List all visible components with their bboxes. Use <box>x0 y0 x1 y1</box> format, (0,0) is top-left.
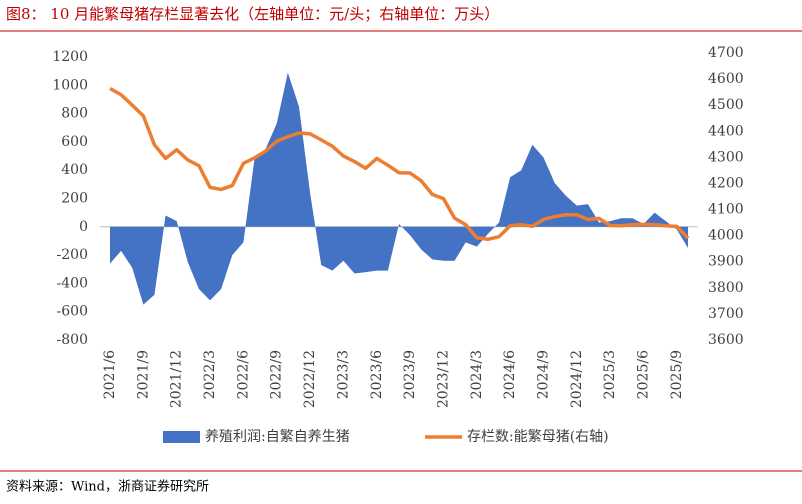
x-tick-label: 2025/9 <box>669 350 685 399</box>
x-tick-label: 2024/12 <box>569 350 585 408</box>
y2-tick-label: 3900 <box>708 254 744 270</box>
line <box>109 86 690 242</box>
x-tick-label: 2021/12 <box>169 350 185 408</box>
y2-tick-label: 4500 <box>708 97 744 113</box>
x-tick-label: 2021/9 <box>135 350 151 399</box>
source: 资料来源：Wind，浙商证券研究所 <box>6 479 209 495</box>
legend-label: 存栏数:能繁母猪(右轴) <box>467 429 609 445</box>
legend-swatch <box>163 431 200 443</box>
x-tick-label: 2023/6 <box>369 350 385 399</box>
x-tick-label: 2022/12 <box>302 350 318 408</box>
y-tick-label: 1000 <box>52 77 88 93</box>
y2-tick-label: 3800 <box>708 280 744 296</box>
y-tick-label: 1200 <box>52 49 88 65</box>
y-tick-label: 600 <box>61 134 88 150</box>
chart-title: 图8： 10 月能繁母猪存栏显著去化（左轴单位：元/头；右轴单位：万头） <box>6 5 499 23</box>
x-tick-label: 2024/9 <box>536 350 552 399</box>
y2-tick-label: 4100 <box>708 202 744 218</box>
y2-tick-label: 4600 <box>708 71 744 87</box>
y-tick-label: 0 <box>79 219 88 235</box>
y2-tick-label: 4400 <box>708 123 744 139</box>
y2-tick-label: 4200 <box>708 175 744 191</box>
y2-tick-label: 3600 <box>708 332 744 348</box>
x-tick-label: 2022/6 <box>235 350 251 399</box>
y-tick-label: 200 <box>61 191 88 207</box>
area <box>110 72 688 305</box>
x-tick-label: 2023/3 <box>335 350 351 399</box>
x-tick-label: 2023/12 <box>435 350 451 408</box>
y2-tick-label: 4000 <box>708 228 744 244</box>
y2-tick-label: 4700 <box>708 45 744 61</box>
y2-tick-label: 3700 <box>708 306 744 322</box>
y-tick-label: -600 <box>57 304 88 320</box>
x-tick-label: 2025/6 <box>636 350 652 399</box>
x-tick-label: 2022/3 <box>202 350 218 399</box>
y-tick-label: 400 <box>61 162 88 178</box>
y-tick-label: -200 <box>57 247 88 263</box>
x-tick-label: 2024/3 <box>469 350 485 399</box>
x-tick-label: 2025/3 <box>602 350 618 399</box>
legend-label: 养殖利润:自繁自养生猪 <box>205 428 350 445</box>
x-tick-label: 2022/9 <box>269 350 285 399</box>
y-tick-label: -400 <box>57 275 88 291</box>
x-tick-label: 2021/6 <box>102 350 118 399</box>
x-tick-label: 2024/6 <box>502 350 518 399</box>
y2-tick-label: 4300 <box>708 149 744 165</box>
x-tick-label: 2023/9 <box>402 350 418 399</box>
y-tick-label: 800 <box>61 106 88 122</box>
y-tick-label: -800 <box>57 332 88 348</box>
